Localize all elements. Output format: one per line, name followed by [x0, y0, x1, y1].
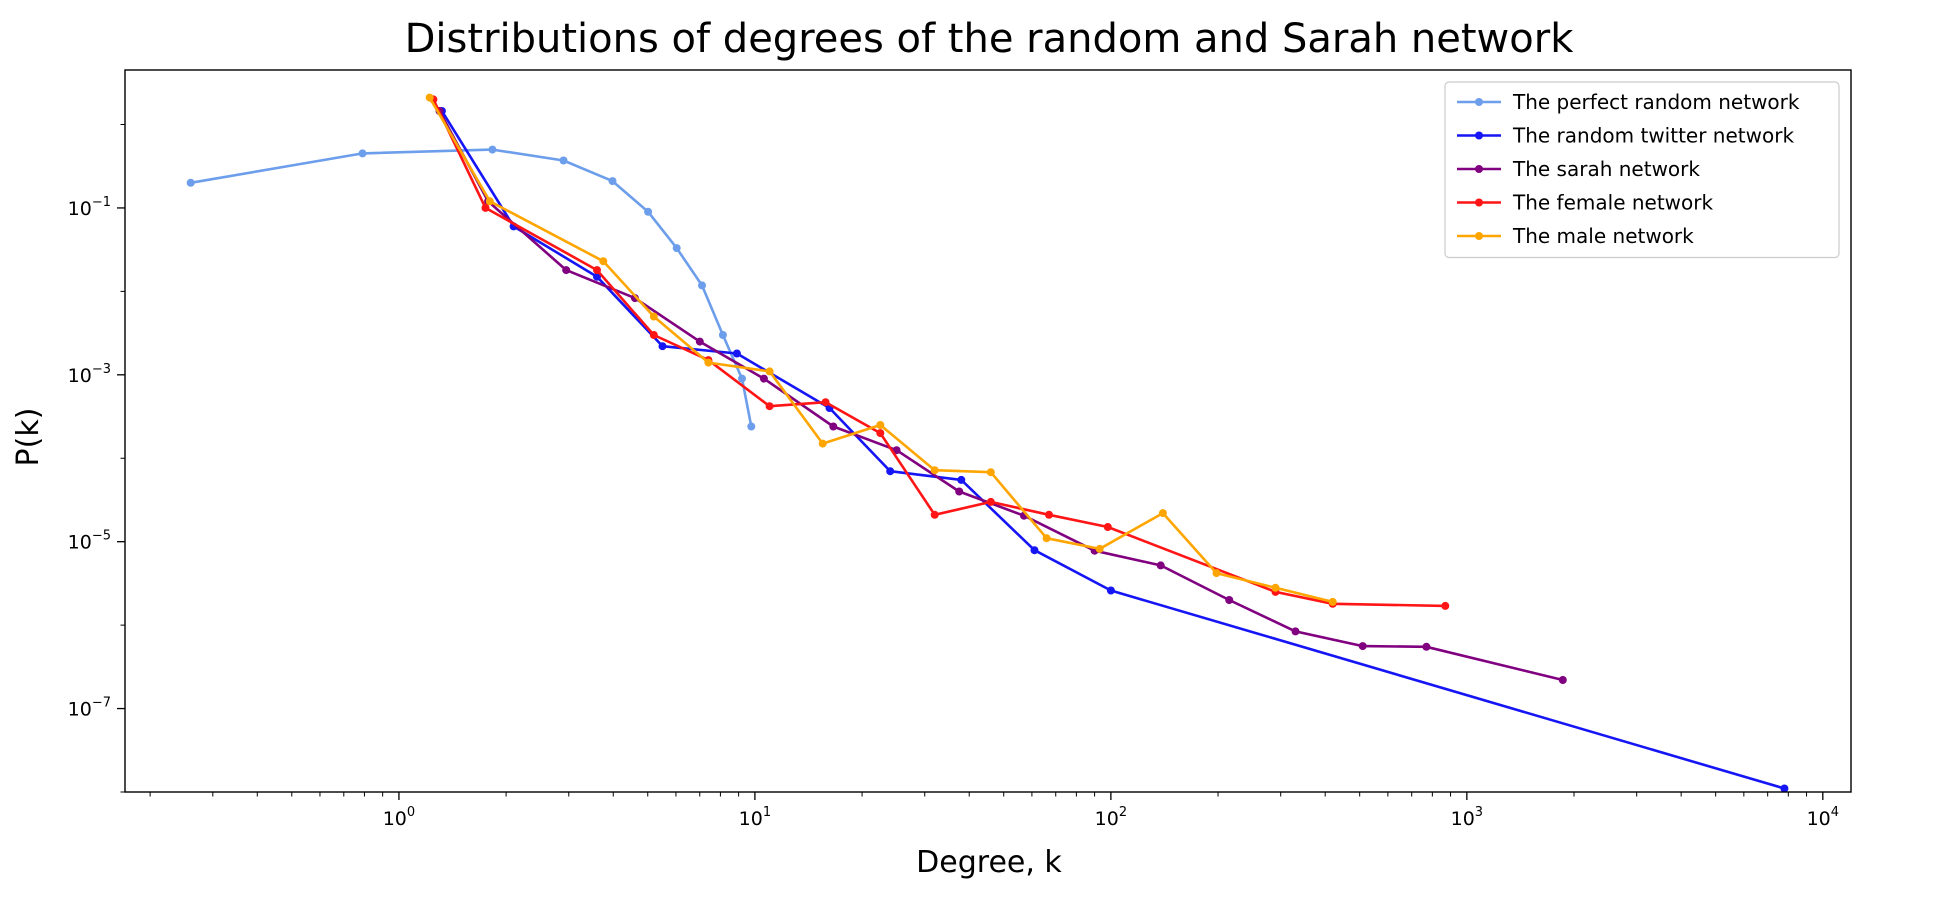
data-point	[1271, 583, 1280, 592]
data-point	[559, 156, 568, 165]
y-tick-label: 10−3	[68, 362, 111, 387]
legend-entry: The male network	[1457, 224, 1694, 248]
y-tick-label: 10−1	[68, 195, 111, 220]
data-point	[562, 266, 571, 275]
data-point	[658, 342, 667, 351]
legend-marker	[1475, 165, 1483, 173]
series-1	[186, 145, 756, 431]
legend: The perfect random network The random twi…	[1444, 81, 1840, 259]
data-point	[930, 510, 939, 519]
data-point	[649, 331, 658, 339]
data-point	[649, 312, 658, 321]
y-tick-label: 10−5	[68, 529, 111, 554]
data-point	[732, 349, 741, 358]
data-point	[892, 446, 901, 455]
data-point	[1225, 596, 1234, 604]
data-point	[1106, 586, 1115, 595]
data-point	[957, 475, 966, 484]
x-axis-label: Degree, k	[916, 845, 1062, 880]
data-point	[186, 178, 195, 187]
legend-label: The random twitter network	[1512, 124, 1794, 148]
legend-marker	[1475, 232, 1483, 240]
y-axis-label: P(k)	[11, 408, 46, 467]
data-point	[930, 466, 939, 475]
data-point	[672, 244, 681, 253]
x-tick-label: 100	[383, 805, 415, 830]
y-tick-label: 10−7	[68, 696, 111, 721]
data-point	[1441, 601, 1450, 610]
legend-marker	[1475, 131, 1483, 140]
legend-marker	[1475, 198, 1483, 207]
data-point	[955, 487, 964, 496]
data-point	[704, 358, 713, 367]
data-point	[986, 468, 995, 477]
data-point	[1156, 561, 1165, 570]
chart-title: Distributions of degrees of the random a…	[405, 16, 1575, 62]
data-point	[876, 421, 885, 429]
legend-entry: The perfect random network	[1457, 90, 1800, 114]
data-point	[485, 197, 494, 206]
data-point	[1042, 534, 1051, 543]
data-point	[759, 374, 768, 383]
data-point	[599, 257, 608, 266]
data-point	[698, 281, 706, 290]
plot-frame	[124, 69, 1852, 793]
data-point	[829, 422, 838, 431]
x-tick-label: 101	[739, 805, 771, 830]
data-point	[718, 331, 727, 339]
legend-label: The sarah network	[1512, 157, 1700, 181]
data-point	[593, 272, 601, 281]
legend-label: The male network	[1512, 224, 1694, 248]
data-point	[481, 203, 490, 212]
series-line	[428, 96, 1334, 604]
legend-entry: The female network	[1457, 191, 1713, 215]
data-point	[986, 497, 995, 506]
series-layer	[186, 93, 1789, 793]
data-point	[1291, 627, 1300, 636]
data-point	[425, 93, 434, 102]
data-point	[695, 337, 704, 346]
data-point	[358, 149, 367, 158]
data-point	[1780, 784, 1789, 793]
series-5	[425, 93, 1337, 606]
data-point	[1328, 597, 1337, 606]
data-point	[1095, 544, 1104, 553]
data-point	[1558, 676, 1567, 684]
x-tick-label: 104	[1807, 805, 1839, 830]
legend-label: The female network	[1512, 191, 1713, 215]
data-point	[747, 422, 756, 431]
x-tick-label: 102	[1095, 805, 1127, 830]
legend-entry: The random twitter network	[1457, 124, 1794, 148]
x-tick-label: 103	[1451, 805, 1483, 830]
legend-box	[1444, 81, 1840, 259]
data-point	[876, 429, 885, 438]
data-point	[608, 177, 617, 186]
data-point	[821, 398, 830, 407]
data-point	[488, 145, 497, 154]
series-4	[429, 95, 1450, 610]
legend-label: The perfect random network	[1512, 90, 1800, 114]
data-point	[765, 367, 774, 376]
data-point	[1212, 569, 1221, 578]
data-point	[1358, 642, 1367, 651]
data-point	[765, 402, 774, 411]
data-point	[1030, 546, 1039, 555]
data-point	[1158, 509, 1167, 518]
data-point	[738, 374, 746, 383]
data-point	[818, 439, 827, 448]
data-point	[1045, 510, 1053, 519]
legend-entry: The sarah network	[1457, 157, 1700, 181]
legend-marker	[1475, 98, 1483, 106]
data-point	[1422, 642, 1431, 651]
data-point	[1103, 523, 1112, 531]
data-point	[644, 207, 653, 216]
data-point	[593, 266, 601, 275]
data-point	[886, 467, 895, 476]
axes-layer: 100 101 102 103 104 10−1 10−3 10−5 10−7	[68, 69, 1852, 830]
